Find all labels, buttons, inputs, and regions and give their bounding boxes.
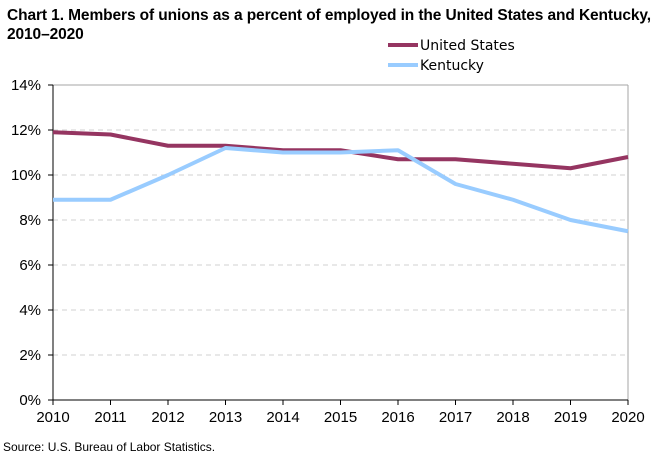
x-tick-label: 2018 [496,409,529,426]
series-line-kentucky [53,146,629,234]
y-tick-label: 14% [11,77,41,94]
x-tick-label: 2019 [554,409,587,426]
legend-label: Kentucky [420,58,484,74]
series-lines [52,130,629,234]
x-tick-label: 2012 [151,409,184,426]
x-tick-label: 2011 [94,409,126,426]
y-tick-label: 2% [19,347,41,364]
x-tick-label: 2014 [266,409,299,426]
legend: United States Kentucky [388,38,515,74]
y-tick-label: 0% [19,392,41,409]
x-tick-label: 2013 [209,409,242,426]
chart-title: Chart 1. Members of unions as a percent … [7,7,651,43]
x-tick-label: 2020 [611,409,644,426]
gridlines [53,129,628,356]
plot-frame [53,84,629,400]
source-note: Source: U.S. Bureau of Labor Statistics. [3,440,216,454]
x-tick-label: 2016 [381,409,414,426]
y-tick-label: 12% [11,122,41,139]
y-tick-label: 8% [19,212,41,229]
x-axis: 2010 2011 2012 2013 2014 2015 2016 2017 2018 2019… [36,399,645,426]
y-axis: 0% 2% 4% 6% 8% 10% 12% 14% [11,77,54,409]
y-tick-label: 4% [19,302,41,319]
x-tick-label: 2010 [36,409,69,426]
x-tick-label: 2015 [324,409,357,426]
y-tick-label: 6% [19,257,41,274]
y-tick-label: 10% [11,167,41,184]
legend-label: United States [420,38,515,54]
x-tick-label: 2017 [439,409,472,426]
